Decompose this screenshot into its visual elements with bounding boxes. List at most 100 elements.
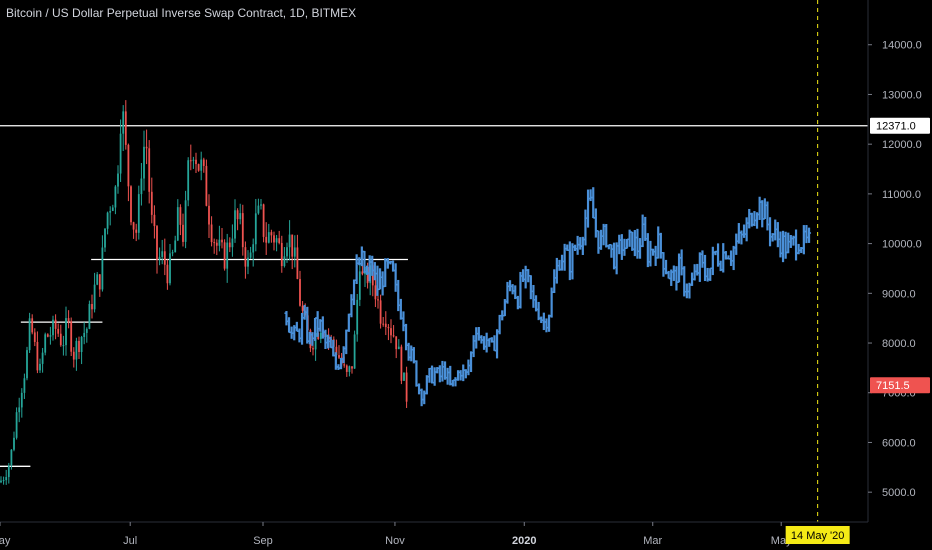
- candle-body: [335, 346, 338, 356]
- candle-body: [70, 321, 73, 352]
- candle-body: [20, 392, 23, 408]
- candle-body: [98, 274, 101, 290]
- candle-body: [5, 477, 8, 481]
- candle-body: [171, 252, 174, 254]
- candle-body: [280, 242, 283, 267]
- candle-body: [257, 205, 260, 214]
- candle-body: [132, 222, 135, 230]
- candle-body: [49, 335, 52, 337]
- price-axis[interactable]: 5000.06000.07000.08000.09000.010000.0110…: [868, 40, 922, 499]
- candle-body: [231, 238, 234, 248]
- candle-body: [247, 257, 249, 267]
- candle-body: [31, 318, 34, 333]
- price-labels: 12371.0 7151.5: [870, 117, 930, 394]
- candle-body: [0, 480, 2, 483]
- price-tick-label: 12000.0: [882, 139, 922, 151]
- candle-body: [2, 480, 5, 482]
- candle-body: [254, 213, 257, 245]
- candle-body: [221, 239, 223, 243]
- candle-body: [104, 228, 106, 248]
- candle-body: [41, 352, 44, 364]
- candle-body: [312, 348, 314, 350]
- candle-body: [296, 247, 299, 279]
- price-tick-label: 6000.0: [882, 437, 916, 449]
- candle-body: [54, 319, 57, 329]
- candle-body: [236, 210, 239, 220]
- date-marker-box: [785, 526, 850, 544]
- candle-body: [189, 160, 192, 162]
- candle-body: [348, 366, 351, 372]
- date-marker-text: 14 May '20: [791, 530, 844, 542]
- candle-body: [158, 256, 161, 260]
- candle-body: [163, 251, 166, 265]
- candle-body: [249, 252, 252, 258]
- price-tick-label: 10000.0: [882, 239, 922, 251]
- candle-body: [351, 366, 353, 369]
- chart-title: Bitcoin / US Dollar Perpetual Inverse Sw…: [6, 6, 357, 20]
- candle-body: [403, 372, 405, 381]
- candle-body: [33, 332, 36, 342]
- candle-body: [366, 266, 369, 284]
- candle-body: [382, 323, 385, 325]
- candle-body: [93, 284, 96, 310]
- price-label-text: 7151.5: [876, 380, 910, 392]
- candle-body: [75, 340, 78, 360]
- candle-body: [166, 264, 169, 284]
- projection-series: [284, 187, 812, 407]
- candle-body: [83, 332, 86, 337]
- candle-body: [265, 236, 268, 243]
- candle-body: [57, 328, 60, 334]
- price-label-text: 12371.0: [876, 121, 916, 133]
- date-marker-label: 14 May '20: [785, 526, 850, 544]
- candle-body: [374, 285, 377, 300]
- candle-body: [101, 247, 104, 290]
- candle-body: [293, 247, 296, 257]
- candle-body: [384, 323, 387, 328]
- time-tick-label: Sep: [253, 535, 273, 547]
- candle-body: [36, 341, 39, 371]
- candle-body: [23, 378, 26, 393]
- candle-body: [140, 178, 143, 195]
- candle-body: [356, 299, 359, 335]
- time-tick-label: Mar: [643, 535, 662, 547]
- candle-body: [392, 335, 395, 337]
- candle-body: [218, 239, 221, 246]
- candle-body: [109, 211, 112, 213]
- time-tick-label: Nov: [385, 535, 405, 547]
- candle-body: [291, 234, 294, 257]
- candle-body: [176, 207, 179, 241]
- candle-body: [299, 278, 301, 306]
- candle-body: [273, 235, 275, 243]
- candle-body: [262, 204, 265, 237]
- price-label-box: [870, 117, 930, 134]
- candle-body: [286, 247, 288, 257]
- candle-body: [210, 224, 213, 243]
- candle-body: [143, 146, 145, 179]
- candle-body: [213, 242, 216, 244]
- candle-body: [130, 186, 132, 223]
- candle-body: [153, 214, 156, 227]
- candle-body: [314, 332, 317, 350]
- candle-body: [226, 242, 229, 269]
- candle-body: [124, 111, 127, 145]
- candle-body: [148, 148, 151, 192]
- candle-body: [80, 336, 83, 353]
- price-tick-label: 9000.0: [882, 288, 916, 300]
- candle-body: [187, 160, 190, 201]
- candle-body: [244, 247, 247, 267]
- candle-body: [223, 242, 226, 269]
- candle-body: [106, 212, 109, 229]
- candle-body: [46, 334, 49, 337]
- candle-body: [239, 213, 242, 220]
- candle-body: [62, 345, 65, 347]
- time-axis[interactable]: MayJulSepNov2020MarMay: [0, 522, 792, 547]
- price-tick-label: 13000.0: [882, 89, 922, 101]
- candle-body: [377, 299, 379, 301]
- candle-body: [270, 232, 273, 236]
- candle-body: [288, 234, 291, 248]
- candle-body: [39, 363, 41, 371]
- candle-body: [26, 350, 28, 379]
- candle-body: [150, 191, 153, 215]
- candle-body: [397, 346, 400, 350]
